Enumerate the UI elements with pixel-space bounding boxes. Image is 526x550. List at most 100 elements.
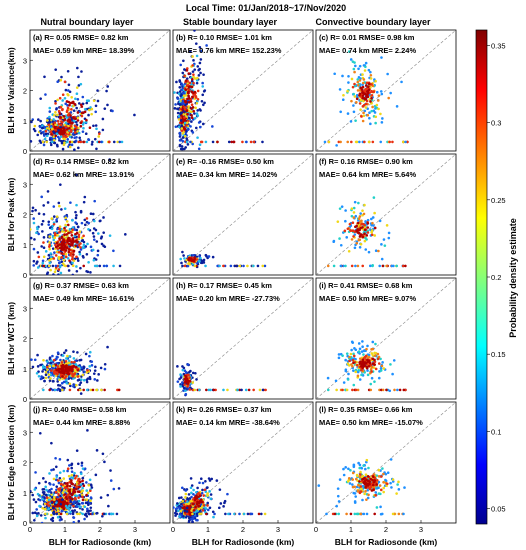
scatter-point — [67, 361, 71, 365]
scatter-point — [61, 230, 64, 233]
one-to-one-line — [315, 153, 457, 276]
scatter-point — [173, 91, 176, 94]
scatter-point — [353, 84, 357, 88]
scatter-point — [395, 105, 399, 108]
scatter-point — [33, 124, 37, 128]
scatter-point — [86, 491, 90, 495]
scatter-point — [354, 477, 358, 481]
scatter-point — [206, 508, 210, 512]
scatter-point — [42, 255, 46, 259]
scatter-point — [354, 264, 357, 268]
scatter-point — [361, 91, 364, 94]
scatter-point — [108, 140, 111, 144]
scatter-point — [90, 486, 94, 489]
scatter-point — [56, 227, 59, 231]
scatter-point — [360, 233, 363, 236]
scatter-point — [358, 463, 362, 467]
scatter-point — [49, 143, 53, 147]
scatter-point — [363, 228, 367, 231]
scatter-point — [79, 124, 83, 128]
panel-stats-line2: MAE= 0.76 km MRE= 152.23% — [176, 46, 282, 55]
scatter-point — [382, 490, 385, 494]
scatter-point — [365, 512, 369, 516]
scatter-point — [58, 230, 61, 234]
scatter-point — [364, 106, 368, 109]
scatter-point — [367, 466, 370, 470]
scatter-point — [58, 518, 62, 522]
scatter-point — [82, 388, 85, 392]
y-tick-label: 0 — [23, 147, 27, 156]
x-axis-label: BLH for Radiosonde (km) — [192, 537, 295, 547]
scatter-point — [366, 358, 369, 362]
scatter-points — [30, 66, 136, 151]
scatter-point — [98, 132, 101, 136]
scatter-point — [366, 90, 369, 93]
scatter-point — [55, 488, 58, 492]
scatter-point — [36, 353, 39, 357]
scatter-point — [59, 116, 62, 119]
scatter-point — [41, 219, 45, 223]
scatter-point — [66, 354, 69, 358]
scatter-point — [174, 125, 178, 129]
scatter-point — [372, 488, 375, 492]
scatter-point — [77, 131, 81, 135]
y-tick-label: 0 — [23, 271, 27, 280]
scatter-point — [48, 364, 52, 368]
scatter-point — [106, 85, 110, 88]
scatter-point — [116, 388, 119, 392]
scatter-point — [377, 94, 381, 97]
scatter-point — [372, 224, 375, 227]
scatter-point — [257, 512, 261, 516]
scatter-point — [65, 132, 68, 136]
scatter-point — [36, 365, 40, 368]
scatter-point — [51, 264, 55, 268]
scatter-point — [83, 467, 87, 471]
scatter-point — [384, 479, 388, 483]
scatter-point — [85, 217, 89, 220]
scatter-point — [61, 375, 64, 378]
scatter-point — [58, 137, 61, 140]
scatter-point — [195, 255, 199, 259]
scatter-point — [66, 104, 69, 107]
scatter-point — [348, 222, 352, 226]
scatter-point — [66, 223, 70, 227]
scatter-point — [189, 369, 192, 373]
scatter-point — [32, 247, 36, 251]
scatter-point — [31, 365, 35, 369]
scatter-point — [35, 371, 39, 375]
scatter-point — [403, 486, 406, 489]
scatter-point — [377, 480, 381, 484]
one-to-one-line — [172, 29, 314, 152]
scatter-point — [54, 245, 58, 249]
scatter-point — [377, 249, 380, 253]
scatter-point — [63, 233, 66, 237]
scatter-point — [85, 498, 89, 502]
scatter-point — [178, 513, 182, 516]
scatter-point — [70, 369, 74, 373]
scatter-point — [91, 231, 95, 235]
scatter-point — [238, 388, 242, 392]
scatter-point — [65, 506, 69, 510]
scatter-point — [59, 358, 62, 362]
scatter-point — [78, 110, 82, 113]
scatter-point — [207, 255, 211, 258]
scatter-point — [62, 126, 65, 130]
scatter-point — [361, 119, 365, 123]
scatter-point — [187, 86, 191, 89]
scatter-point — [178, 103, 182, 106]
column-title-1: Nutral boundary layer — [40, 17, 134, 27]
scatter-point — [185, 140, 189, 144]
scatter-point — [358, 140, 361, 144]
scatter-point — [84, 352, 88, 356]
scatter-point — [184, 379, 188, 383]
scatter-point — [344, 358, 347, 362]
scatter-point — [341, 388, 344, 392]
scatter-point — [352, 216, 356, 219]
scatter-point — [358, 235, 362, 238]
scatter-point — [377, 362, 381, 365]
scatter-point — [133, 113, 136, 117]
y-tick-label: 3 — [23, 304, 27, 313]
scatter-point — [90, 112, 93, 116]
scatter-point — [356, 512, 360, 516]
scatter-point — [193, 30, 196, 32]
